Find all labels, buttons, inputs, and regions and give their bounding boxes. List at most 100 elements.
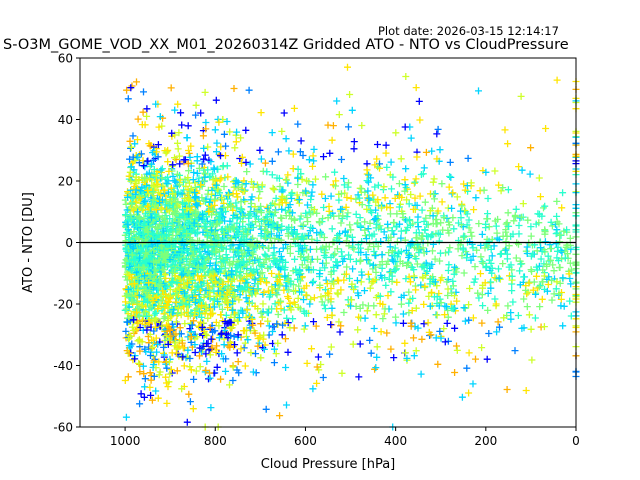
scatter-point (206, 374, 214, 382)
scatter-point (269, 184, 277, 192)
scatter-point (328, 225, 336, 233)
scatter-point (215, 118, 223, 126)
scatter-point (234, 262, 242, 270)
scatter-point (123, 220, 131, 228)
scatter-point (141, 320, 149, 328)
scatter-point (497, 187, 505, 195)
scatter-point (556, 279, 564, 287)
scatter-point (392, 313, 400, 321)
scatter-point (445, 183, 453, 191)
scatter-point (376, 261, 384, 269)
scatter-point (283, 401, 290, 409)
scatter-point (195, 276, 203, 284)
y-axis: 60 40 20 0 -20 -40 -60 (53, 52, 80, 435)
scatter-point (273, 291, 281, 299)
scatter-point (242, 126, 250, 134)
scatter-point (227, 203, 235, 211)
scatter-point (275, 282, 283, 290)
scatter-point (256, 222, 264, 230)
scatter-point (181, 289, 189, 297)
scatter-point (310, 145, 318, 153)
scatter-point (233, 264, 241, 272)
scatter-point (198, 301, 206, 309)
scatter-point (142, 348, 150, 356)
scatter-point (426, 302, 434, 310)
scatter-point (465, 389, 473, 397)
scatter-point (162, 373, 170, 381)
scatter-point (432, 216, 440, 223)
scatter-point (450, 225, 458, 233)
scatter-point (405, 254, 413, 261)
scatter-point (196, 352, 203, 360)
scatter-point (478, 230, 486, 238)
scatter-point (348, 280, 356, 288)
scatter-point (331, 168, 339, 176)
x-axis-label: Cloud Pressure [hPa] (261, 457, 396, 472)
scatter-point (391, 266, 399, 274)
scatter-point (249, 234, 257, 242)
scatter-point (421, 226, 429, 234)
scatter-point (198, 313, 206, 321)
scatter-point (288, 228, 296, 236)
scatter-point (503, 255, 511, 263)
scatter-point (430, 175, 438, 183)
scatter-point (194, 221, 202, 229)
scatter-point (382, 149, 390, 157)
scatter-point (153, 246, 161, 253)
scatter-point (122, 245, 130, 253)
scatter-point (224, 191, 232, 199)
scatter-point (156, 318, 164, 326)
scatter-point (516, 281, 524, 289)
scatter-point (234, 331, 242, 339)
scatter-point (279, 244, 287, 252)
scatter-point (123, 86, 131, 94)
scatter-point (298, 261, 306, 269)
scatter-point (428, 288, 436, 296)
scatter-point (501, 126, 509, 134)
scatter-point (444, 285, 452, 293)
scatter-point (450, 270, 458, 278)
scatter-point (433, 282, 441, 290)
scatter-point (278, 127, 286, 135)
scatter-point (217, 243, 225, 251)
scatter-point (212, 221, 220, 229)
scatter-point (416, 116, 424, 124)
scatter-point (179, 353, 187, 361)
scatter-point (191, 179, 199, 187)
scatter-point (409, 205, 417, 213)
scatter-point (344, 63, 351, 71)
scatter-point (323, 314, 331, 321)
scatter-point (335, 318, 343, 326)
scatter-point (323, 280, 331, 288)
scatter-point (150, 327, 158, 335)
scatter-point (417, 370, 425, 378)
scatter-point (387, 269, 395, 277)
scatter-point (160, 266, 168, 274)
scatter-point (258, 181, 266, 189)
scatter-point (485, 330, 493, 337)
scatter-point (555, 220, 563, 228)
scatter-point (129, 153, 137, 161)
scatter-point (517, 92, 525, 100)
scatter-point (395, 180, 403, 188)
scatter-point (288, 189, 296, 197)
scatter-point (428, 260, 436, 268)
scatter-point (354, 289, 362, 297)
scatter-point (270, 186, 278, 194)
scatter-point (157, 281, 165, 289)
scatter-point (467, 256, 475, 264)
scatter-point (363, 160, 371, 168)
scatter-point (166, 286, 174, 294)
scatter-point (470, 278, 478, 286)
scatter-point (220, 341, 228, 349)
scatter-point (330, 280, 338, 288)
scatter-point (412, 255, 420, 263)
scatter-point (128, 82, 136, 90)
scatter-point (193, 169, 201, 177)
scatter-point (181, 194, 189, 202)
scatter-point (146, 303, 154, 311)
scatter-point (449, 277, 457, 285)
scatter-point (552, 285, 560, 293)
scatter-point (209, 205, 217, 213)
scatter-point (206, 324, 214, 332)
